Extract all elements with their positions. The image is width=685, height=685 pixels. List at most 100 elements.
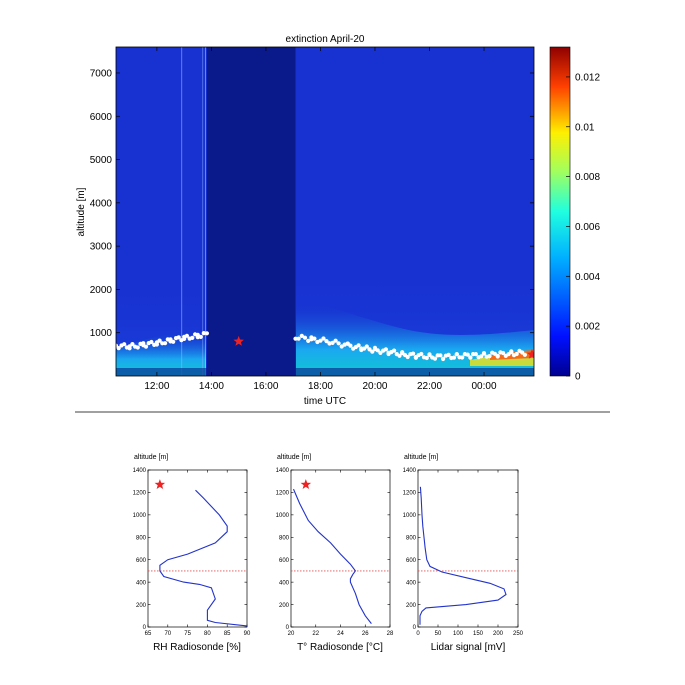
profile-series-line: [419, 486, 507, 625]
boundary-layer-point: [441, 356, 446, 362]
star-marker: [154, 479, 166, 489]
vertical-streak: [202, 47, 204, 376]
panel-y-tick-label: 600: [136, 558, 147, 564]
no-data-region: [206, 47, 296, 376]
panel-x-axis-label: RH Radiosonde [%]: [153, 642, 241, 653]
boundary-layer-point: [296, 336, 301, 341]
boundary-layer-point: [201, 331, 206, 336]
panel-y-tick-label: 600: [279, 558, 290, 564]
boundary-layer-point: [501, 350, 506, 356]
panel-x-tick-label: 200: [493, 631, 504, 637]
boundary-layer-point: [514, 351, 519, 357]
boundary-layer-point: [336, 341, 341, 346]
surface-band: [116, 368, 534, 376]
y-tick-label: 7000: [90, 68, 113, 79]
panel-y-tick-label: 1400: [403, 468, 417, 474]
y-tick-label: 4000: [90, 198, 113, 209]
boundary-layer-point: [397, 353, 402, 358]
panel-y-tick-label: 1400: [133, 468, 147, 474]
panel-frame: [290, 469, 391, 628]
panel-y-tick-label: 400: [136, 580, 147, 586]
boundary-layer-point: [157, 338, 162, 343]
colorbar-tick-label: 0.002: [575, 322, 600, 333]
boundary-layer-points: [116, 331, 528, 362]
star-marker: [526, 348, 534, 359]
panel-y-tick-label: 200: [406, 603, 417, 609]
boundary-layer-point: [413, 355, 418, 360]
chart-title: extinction April-20: [286, 34, 365, 45]
boundary-layer-point: [318, 338, 323, 343]
panel-x-tick-label: 90: [244, 631, 251, 637]
boundary-layer-point: [370, 349, 375, 354]
boundary-layer-point: [312, 336, 317, 341]
boundary-layer-point: [204, 331, 209, 336]
boundary-layer-point: [163, 341, 168, 346]
x-tick-label: 20:00: [362, 381, 387, 392]
boundary-layer-point: [438, 353, 443, 358]
boundary-layer-point: [171, 339, 176, 344]
y-tick-label: 1000: [90, 328, 113, 339]
boundary-layer-point: [481, 351, 487, 356]
panel-frame: [147, 469, 248, 628]
panel-y-tick-label: 0: [286, 625, 290, 631]
x-tick-label: 22:00: [417, 381, 442, 392]
x-tick-label: 14:00: [199, 381, 224, 392]
panel-x-tick-label: 28: [387, 631, 394, 637]
boundary-layer-point: [372, 345, 378, 350]
boundary-layer-point: [149, 339, 154, 345]
boundary-layer-point: [451, 355, 457, 360]
boundary-layer-point: [375, 348, 380, 353]
vertical-streak: [181, 47, 183, 376]
colorbar-gradient: [549, 46, 571, 377]
heatmap-frame: [115, 46, 535, 377]
boundary-layer-point: [327, 341, 332, 346]
boundary-layer-point: [348, 343, 353, 348]
boundary-layer-point: [364, 344, 369, 349]
boundary-layer-point: [339, 344, 344, 349]
colorbar-tick-label: 0.01: [575, 122, 595, 133]
panel-x-tick-label: 70: [164, 631, 171, 637]
panel-y-tick-label: 600: [406, 558, 417, 564]
x-tick-label: 18:00: [308, 381, 333, 392]
boundary-aerosol-layer-right: [296, 300, 534, 376]
panel-y-tick-label: 200: [279, 603, 290, 609]
panel-x-tick-label: 22: [312, 631, 319, 637]
boundary-layer-point: [473, 352, 478, 357]
heatmap-plot-area: [116, 47, 534, 376]
boundary-layer-point: [302, 335, 308, 340]
colorbar: 0 0.002 0.004 0.006 0.008 0.01 0.012: [549, 46, 600, 383]
colorbar-tick-label: 0: [575, 372, 581, 383]
boundary-layer-point: [479, 354, 484, 359]
boundary-layer-point: [330, 340, 335, 345]
panel-y-tick-label: 1400: [276, 468, 290, 474]
boundary-layer-point: [468, 355, 473, 360]
boundary-layer-point: [460, 355, 465, 360]
boundary-layer-point: [356, 343, 361, 348]
boundary-layer-point: [495, 353, 500, 358]
y-tick-label: 2000: [90, 285, 113, 296]
panel-y-tick-label: 400: [406, 580, 417, 586]
boundary-layer-point: [116, 346, 121, 351]
x-tick-label: 12:00: [144, 381, 169, 392]
extinction-heatmap-chart: extinction April-20 12:00 14:00 16:00 18:00: [76, 34, 600, 407]
boundary-layer-point: [411, 351, 416, 356]
heatmap-x-ticks: 12:00 14:00 16:00 18:00 20:00 22:00 00:00: [144, 47, 497, 392]
heatmap-y-ticks: 1000 2000 3000 4000 5000 6000 7000: [90, 68, 534, 339]
panel-y-tick-label: 1000: [403, 513, 417, 519]
boundary-layer-point: [184, 333, 189, 338]
rh-radiosonde-panel: altitude [m] 0 200 400 600 800 1000 1200 1400 65 7…: [133, 454, 251, 653]
y-tick-label: 3000: [90, 242, 113, 253]
heatmap-star-markers: [233, 335, 534, 359]
panel-y-tick-label: 0: [413, 625, 417, 631]
boundary-layer-point: [419, 351, 424, 357]
panel-y-tick-label: 1200: [403, 491, 417, 497]
boundary-layer-point: [522, 352, 528, 357]
boundary-layer-point: [454, 352, 459, 357]
boundary-layer-point: [487, 354, 492, 359]
panel-y-tick-label: 800: [136, 535, 147, 541]
panel-y-tick-label: 1000: [276, 513, 290, 519]
boundary-layer-point: [383, 347, 388, 352]
panel-x-tick-label: 20: [288, 631, 295, 637]
colorbar-tick-label: 0.006: [575, 222, 600, 233]
panel-x-tick-label: 0: [416, 631, 420, 637]
